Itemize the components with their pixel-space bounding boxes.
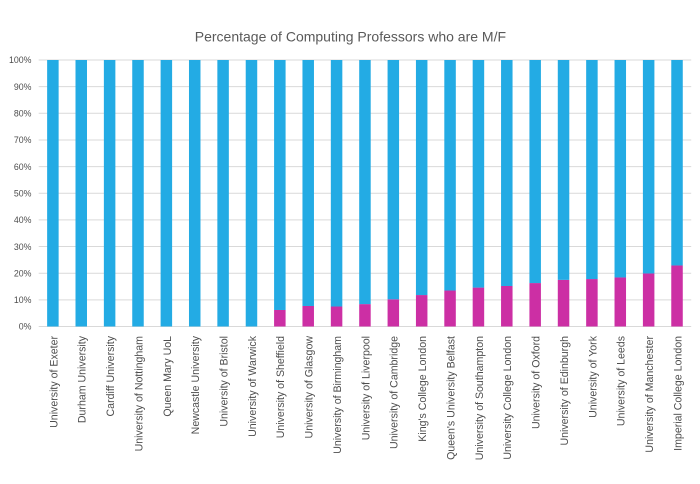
svg-text:University of Southampton: University of Southampton	[474, 336, 486, 460]
svg-text:King's College London: King's College London	[417, 336, 429, 442]
svg-text:0%: 0%	[19, 322, 32, 332]
svg-text:30%: 30%	[14, 242, 32, 252]
svg-text:70%: 70%	[14, 135, 32, 145]
svg-text:University of Glasgow: University of Glasgow	[304, 336, 316, 439]
svg-text:20%: 20%	[14, 268, 32, 278]
svg-text:University of Leeds: University of Leeds	[616, 336, 628, 426]
svg-text:100%: 100%	[9, 55, 32, 65]
svg-text:University of Nottingham: University of Nottingham	[133, 336, 145, 452]
svg-text:Queen Mary UoL: Queen Mary UoL	[162, 336, 174, 417]
svg-text:50%: 50%	[14, 188, 32, 198]
svg-text:Imperial College London: Imperial College London	[672, 336, 684, 451]
svg-text:University College London: University College London	[502, 336, 514, 460]
svg-text:Newcastle University: Newcastle University	[190, 335, 202, 434]
svg-text:60%: 60%	[14, 162, 32, 172]
svg-text:University of York: University of York	[587, 335, 599, 418]
svg-text:University of Warwick: University of Warwick	[247, 335, 259, 437]
svg-text:University of Cambridge: University of Cambridge	[389, 336, 401, 449]
svg-text:University of Exeter: University of Exeter	[48, 336, 60, 428]
svg-text:University of Oxford: University of Oxford	[531, 336, 543, 429]
svg-text:University of Liverpool: University of Liverpool	[360, 336, 372, 440]
svg-text:90%: 90%	[14, 82, 32, 92]
svg-text:University of Birmingham: University of Birmingham	[332, 336, 344, 454]
svg-text:10%: 10%	[14, 295, 32, 305]
svg-text:Durham University: Durham University	[77, 335, 89, 423]
svg-text:40%: 40%	[14, 215, 32, 225]
svg-text:University of Manchester: University of Manchester	[644, 336, 656, 453]
svg-text:80%: 80%	[14, 109, 32, 119]
svg-text:University of Sheffield: University of Sheffield	[275, 336, 287, 438]
svg-text:University of Bristol: University of Bristol	[219, 336, 231, 427]
svg-text:Percentage of Computing Profes: Percentage of Computing Professors who a…	[195, 29, 506, 45]
svg-text:Cardiff University: Cardiff University	[105, 335, 117, 416]
svg-text:Queen's University Belfast: Queen's University Belfast	[445, 336, 457, 460]
svg-text:University of Edinburgh: University of Edinburgh	[559, 336, 571, 446]
